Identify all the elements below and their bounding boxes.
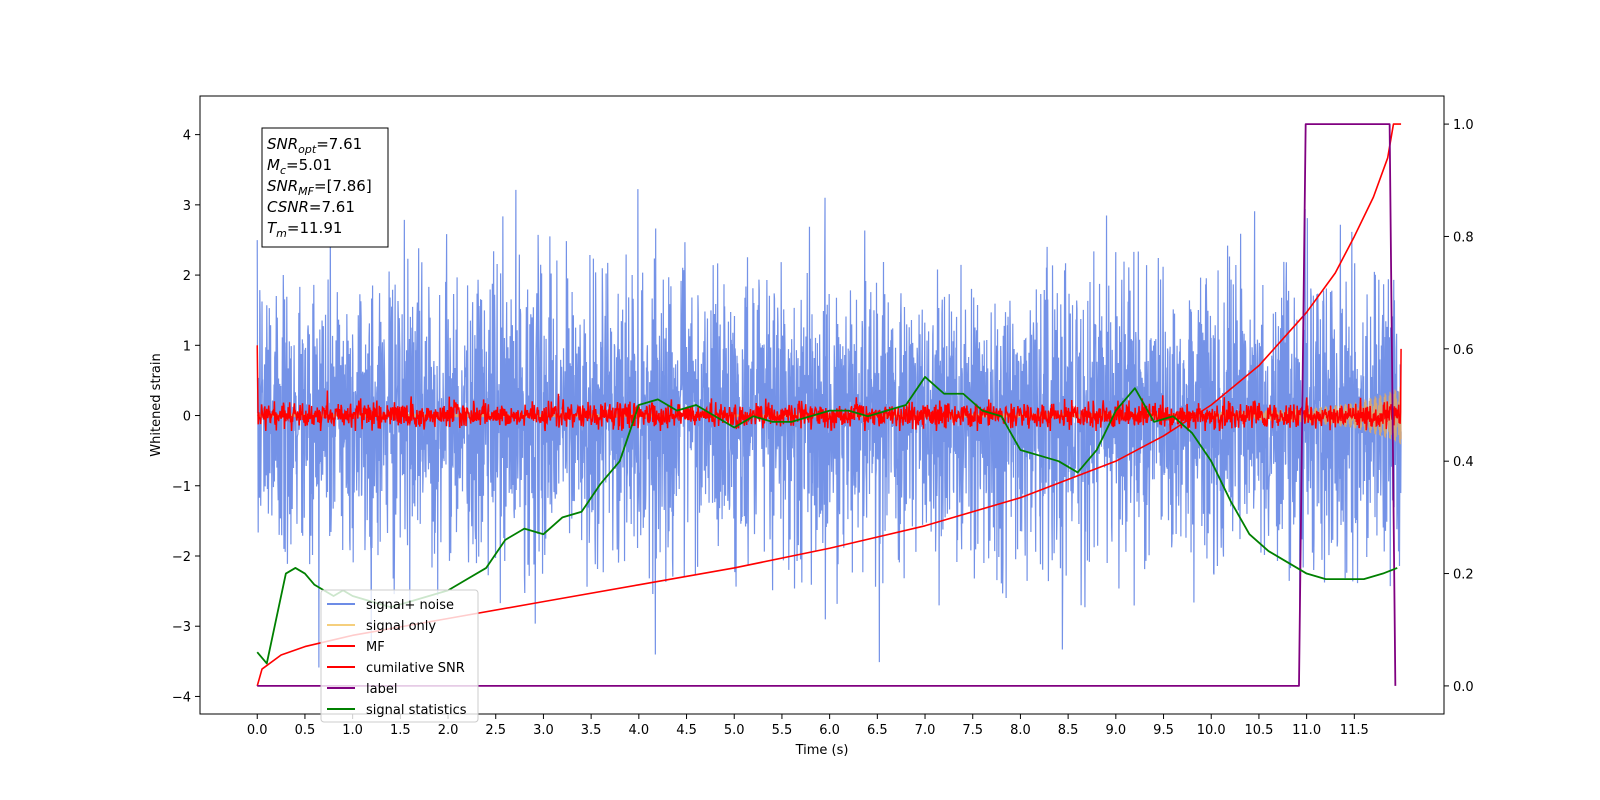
y-right-tick-label: 0.6 (1453, 343, 1474, 358)
annotation-line: Mc=5.01 (267, 156, 332, 177)
y-axis-right: 1.0 0.8 0.6 0.4 0.2 0.0 (1444, 118, 1474, 695)
annotation-subscript: MF (298, 185, 314, 198)
y-left-tick-label: 0 (183, 410, 191, 425)
annotation-symbol: T (267, 219, 278, 237)
series-label (257, 123, 1397, 687)
annotation-frame (261, 127, 389, 248)
annotation-box: SNRopt=7.61Mc=5.01SNRMF=[7.86]CSNR=7.61T… (261, 127, 389, 248)
x-tick-label: 3.5 (581, 723, 602, 738)
x-tick-label: 1.5 (390, 723, 411, 738)
x-tick-label: 4.0 (628, 723, 649, 738)
x-tick-label: 11.0 (1292, 723, 1321, 738)
annotation-value: =11.91 (287, 219, 343, 237)
annotation-value: =5.01 (286, 156, 332, 174)
legend-entry-label: signal statistics (366, 703, 467, 718)
x-tick-label: 10.0 (1197, 723, 1226, 738)
y-left-tick-label: 4 (183, 129, 191, 144)
legend-entry-label: signal+ noise (366, 598, 454, 613)
x-tick-label: 10.5 (1244, 723, 1273, 738)
annotation-value: =[7.86] (314, 177, 372, 195)
x-tick-label: 9.5 (1153, 723, 1174, 738)
x-axis-label: Time (s) (795, 743, 849, 758)
annotation-subscript: m (276, 227, 287, 240)
legend-entry-label: cumilative SNR (366, 661, 465, 676)
annotation-symbol: M (267, 156, 280, 174)
y-left-tick-label: −1 (172, 480, 191, 495)
x-tick-label: 9.0 (1105, 723, 1126, 738)
annotation-subscript: c (280, 164, 286, 177)
x-tick-label: 0.5 (295, 723, 316, 738)
x-tick-label: 6.0 (819, 723, 840, 738)
y-left-tick-label: 1 (183, 339, 191, 354)
series-mf (256, 345, 1402, 432)
x-tick-label: 4.5 (676, 723, 697, 738)
y-axis-left: 4 3 2 1 0 −1 −2 −3 −4 (172, 129, 200, 705)
x-axis: 0.0 0.5 1.0 1.5 2.0 2.5 3.0 3.5 4.0 4.5 5.0 5.5 6.0 6… (247, 714, 1369, 738)
annotation-line: Tm=11.91 (267, 219, 342, 240)
x-tick-label: 1.0 (342, 723, 363, 738)
y-right-tick-label: 0.2 (1453, 568, 1474, 583)
series-signal-noise (256, 189, 1402, 668)
annotation-line: SNRMF=[7.86] (267, 177, 372, 198)
y-right-tick-label: 0.0 (1453, 680, 1474, 695)
y-left-tick-label: 2 (183, 269, 191, 284)
x-tick-label: 0.0 (247, 723, 268, 738)
y-left-tick-label: −2 (172, 550, 191, 565)
x-tick-label: 2.5 (485, 723, 506, 738)
y-left-tick-label: 3 (183, 199, 191, 214)
y-left-tick-label: −4 (172, 690, 191, 705)
legend-entry-label: signal only (366, 619, 436, 634)
annotation-value: =7.61 (309, 198, 355, 216)
x-tick-label: 7.5 (962, 723, 983, 738)
plot-frame (199, 95, 1445, 715)
y-left-tick-label: −3 (172, 620, 191, 635)
x-tick-label: 11.5 (1340, 723, 1369, 738)
x-tick-label: 5.5 (772, 723, 793, 738)
x-tick-label: 8.5 (1058, 723, 1079, 738)
annotation-symbol: SNR (267, 177, 298, 195)
x-tick-label: 2.0 (438, 723, 459, 738)
y-right-tick-label: 0.4 (1453, 455, 1474, 470)
annotation-symbol: CSNR (267, 198, 309, 216)
legend-frame (320, 589, 479, 723)
legend-entry-label: label (366, 682, 397, 697)
y-right-tick-label: 1.0 (1453, 118, 1474, 133)
x-tick-label: 6.5 (867, 723, 888, 738)
annotation-line: SNRopt=7.61 (267, 135, 362, 156)
x-tick-label: 5.0 (724, 723, 745, 738)
x-tick-label: 8.0 (1010, 723, 1031, 738)
legend-entry-label: MF (366, 640, 385, 655)
x-tick-label: 3.0 (533, 723, 554, 738)
annotation-symbol: SNR (267, 135, 298, 153)
annotation-subscript: opt (298, 143, 317, 156)
x-tick-label: 7.0 (915, 723, 936, 738)
annotation-value: =7.61 (316, 135, 362, 153)
y-axis-label-left: Whitened strain (149, 353, 164, 456)
legend: signal+ noise signal only MF cumilative SNR… (320, 589, 479, 723)
y-right-tick-label: 0.8 (1453, 230, 1474, 245)
annotation-line: CSNR=7.61 (267, 198, 355, 216)
